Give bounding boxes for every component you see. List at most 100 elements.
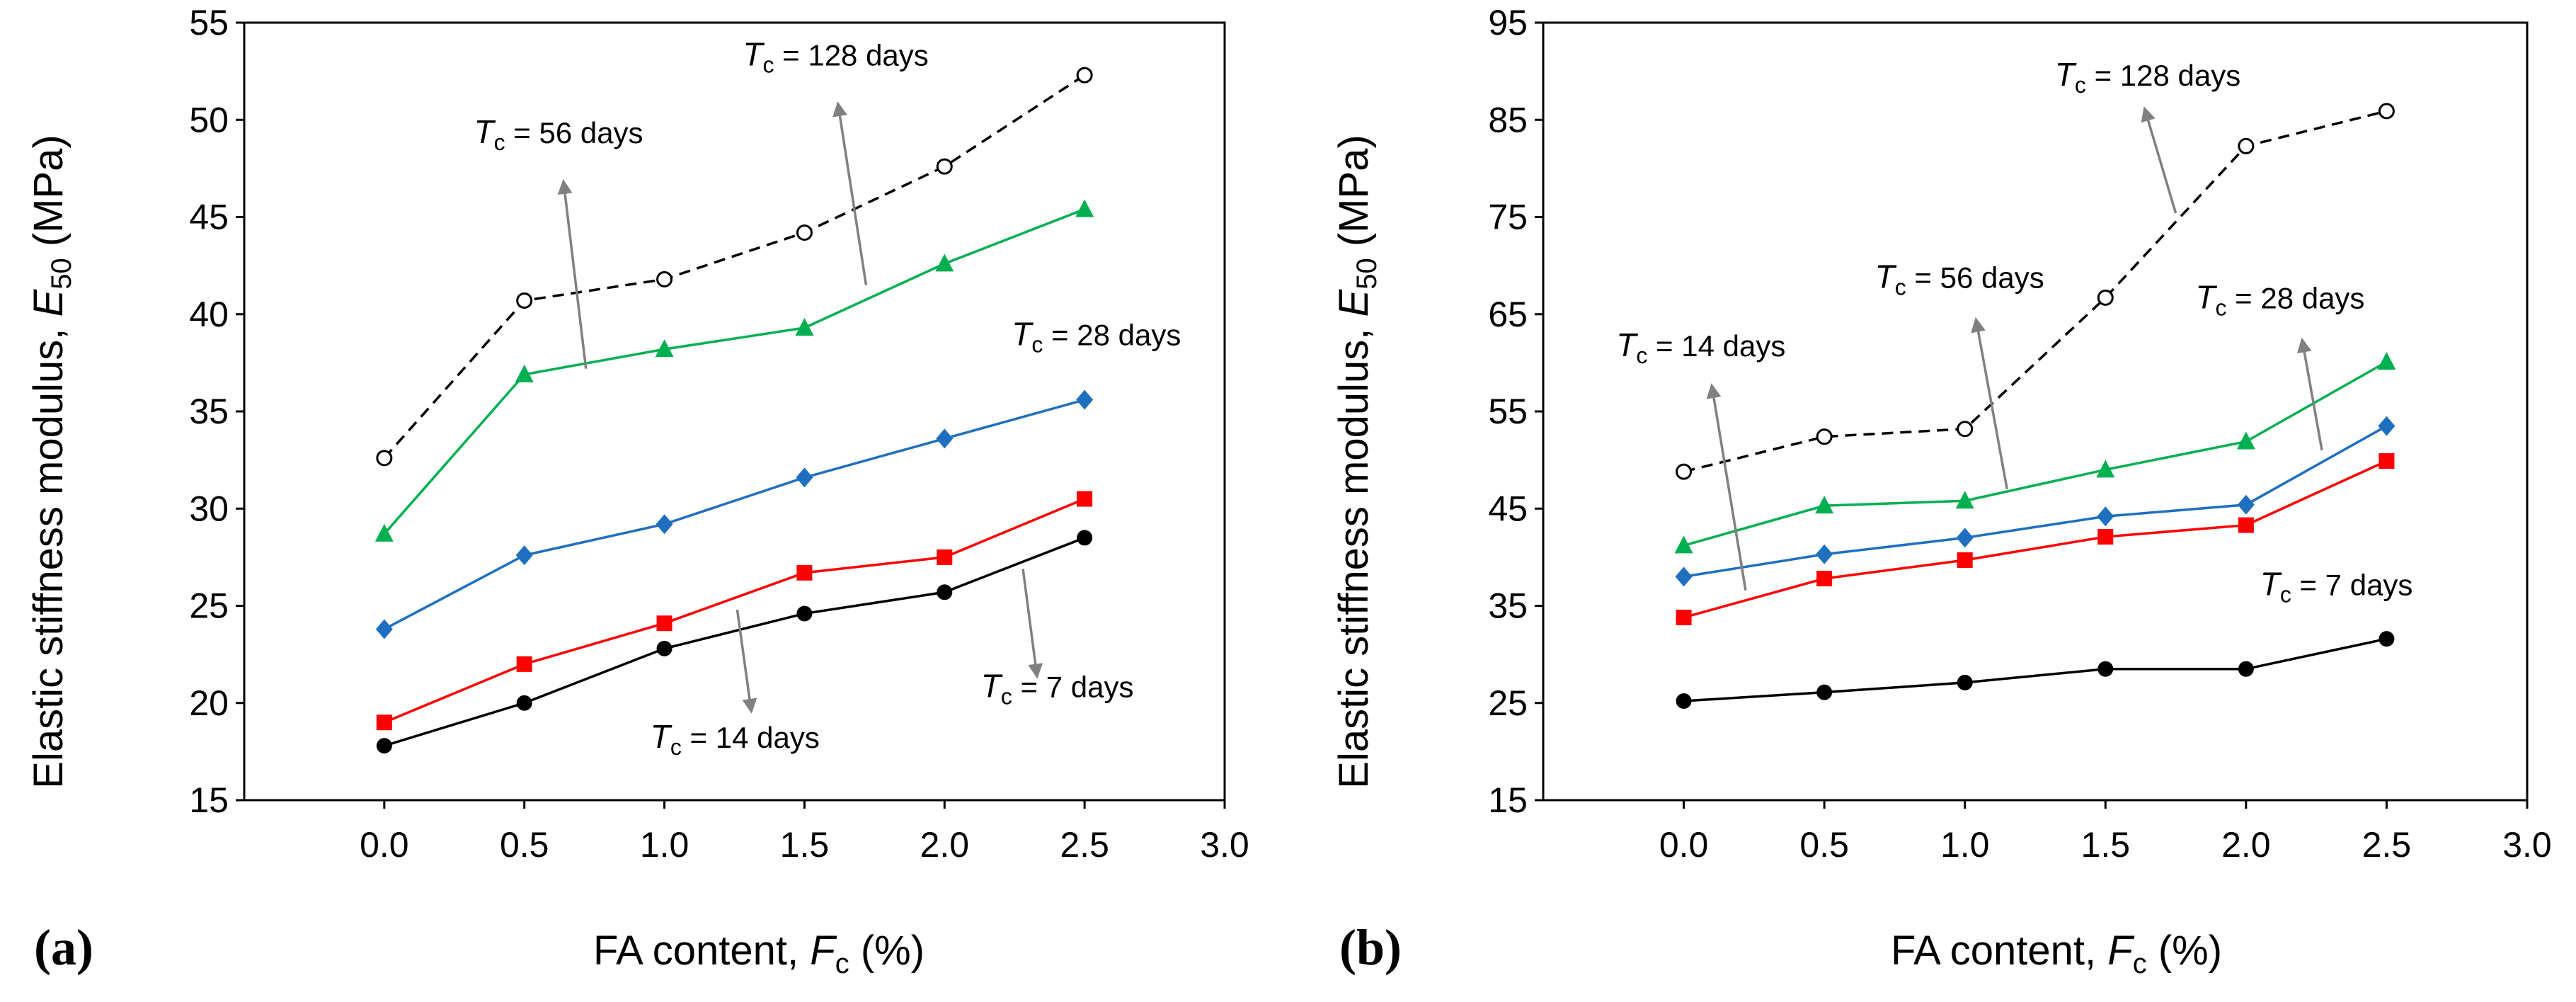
data-point-tc28: [2097, 506, 2114, 527]
x-tick-label: 0.5: [1799, 825, 1849, 865]
data-point-tc7: [2378, 631, 2395, 647]
data-point-tc14: [376, 715, 392, 731]
y-tick-label: 25: [189, 586, 229, 626]
data-point-tc56: [1955, 491, 1974, 509]
series-annotation: Tc = 7 days: [981, 668, 1134, 710]
plot-frame-b: [1542, 21, 2529, 802]
data-point-tc128: [376, 450, 393, 467]
annotation-arrow: [1706, 383, 1747, 591]
series-line-tc128: [1683, 110, 2387, 473]
annotation-arrow: [1971, 317, 2009, 490]
data-point-tc56: [795, 317, 814, 336]
series-tc7: [376, 530, 1093, 754]
y-tick-label: 30: [189, 489, 229, 528]
data-point-tc14: [1077, 491, 1093, 507]
data-point-tc14: [2238, 517, 2254, 533]
data-point-tc14: [937, 549, 953, 565]
data-point-tc128: [656, 271, 673, 287]
x-tick-label: 3.0: [1200, 825, 1249, 865]
series-annotation: Tc = 128 days: [743, 35, 928, 77]
data-point-tc14: [656, 615, 672, 632]
data-point-tc28: [515, 545, 533, 566]
data-point-tc128: [1076, 67, 1093, 84]
data-point-tc28: [656, 514, 673, 535]
y-tick-label: 25: [1488, 683, 1528, 723]
x-tick-label: 1.5: [780, 825, 830, 865]
x-tick-label: 2.5: [1060, 825, 1109, 865]
annotation-arrow: [832, 101, 868, 285]
series-annotation: Tc = 128 days: [2055, 56, 2240, 98]
data-point-tc7: [1816, 684, 1833, 700]
data-point-tc14: [2378, 452, 2395, 469]
series-line-tc7: [384, 536, 1085, 747]
data-point-tc56: [515, 364, 534, 382]
data-point-tc128: [1676, 463, 1693, 480]
data-point-tc28: [2237, 494, 2255, 515]
series-annotation: Tc = 14 days: [1616, 326, 1785, 368]
data-point-tc7: [656, 640, 672, 656]
panel-b-plot: 15 25 35 45 55 65 75 85 95 0.0 0.5 1.0 1.5 2.0 2.5 3.0 T…: [1488, 3, 2551, 865]
x-tick-label: 3.0: [2502, 825, 2552, 865]
data-point-tc128: [516, 292, 533, 309]
series-line-tc7: [1683, 637, 2387, 702]
data-point-tc7: [516, 695, 532, 711]
x-tick-label: 1.0: [640, 825, 689, 865]
panel-a-plot: 15 20 25 30 35 40 45 50 55 0.0 0.5 1.0 1.5 2.0 2.5 3.0 T…: [189, 3, 1249, 865]
panel-b-label: (b): [1339, 919, 1402, 976]
series-tc128: [1676, 103, 2395, 480]
y-tick-label: 15: [189, 780, 229, 820]
data-point-tc14: [516, 656, 532, 672]
data-point-tc28: [1816, 544, 1833, 564]
data-point-tc56: [2377, 352, 2396, 370]
y-tick-label: 20: [189, 683, 229, 723]
x-tick-label: 0.0: [1659, 825, 1709, 865]
x-tick-label: 1.5: [2081, 825, 2131, 865]
data-point-tc56: [935, 254, 954, 272]
data-point-tc14: [1676, 609, 1692, 625]
series-tc7: [1676, 631, 2395, 710]
panel-a: (a) FA content, Fc (%) Elastic stiffness…: [25, 3, 1249, 979]
series-annotation: Tc = 14 days: [651, 718, 820, 760]
panel-a-x-axis-label: FA content, Fc (%): [593, 928, 925, 979]
y-tick-label: 65: [1488, 295, 1528, 334]
data-point-tc128: [1957, 421, 1974, 438]
data-point-tc28: [1675, 567, 1693, 587]
x-tick-label: 2.5: [2362, 825, 2412, 865]
data-point-tc28: [796, 467, 813, 488]
x-tick-label: 2.0: [2221, 825, 2271, 865]
data-point-tc7: [1077, 530, 1093, 546]
data-point-tc128: [2378, 103, 2395, 120]
series-tc28: [375, 389, 1094, 639]
series-line-tc56: [383, 207, 1085, 535]
data-point-tc7: [937, 584, 953, 600]
data-point-tc14: [796, 564, 813, 581]
series-tc14: [376, 491, 1093, 731]
series-annotation: Tc = 7 days: [2260, 565, 2413, 607]
annotation-arrow: [2141, 106, 2177, 214]
x-tick-label: 2.0: [920, 825, 970, 865]
data-point-tc28: [2378, 416, 2395, 436]
series-tc56: [1674, 352, 2396, 554]
series-tc14: [1676, 452, 2395, 625]
data-point-tc128: [1816, 428, 1833, 445]
series-tc28: [1675, 416, 2395, 587]
data-point-tc7: [2097, 661, 2114, 677]
annotation-arrow: [735, 609, 757, 714]
y-tick-label: 50: [189, 100, 229, 140]
data-point-tc7: [2238, 661, 2254, 677]
y-tick-label: 55: [1488, 392, 1528, 431]
data-point-tc128: [2097, 289, 2114, 306]
y-tick-label: 55: [189, 3, 229, 42]
x-tick-label: 0.0: [360, 825, 409, 865]
panel-a-y-axis-label: Elastic stiffness modulus, E50 (MPa): [25, 135, 77, 788]
data-point-tc56: [1815, 496, 1834, 514]
series-annotation: Tc = 56 days: [474, 113, 643, 155]
series-annotation: Tc = 28 days: [1012, 316, 1181, 358]
series-line-tc14: [384, 497, 1085, 724]
data-point-tc7: [1676, 693, 1692, 710]
y-tick-label: 15: [1488, 780, 1528, 820]
y-tick-label: 45: [189, 198, 229, 237]
data-point-tc56: [655, 339, 674, 358]
